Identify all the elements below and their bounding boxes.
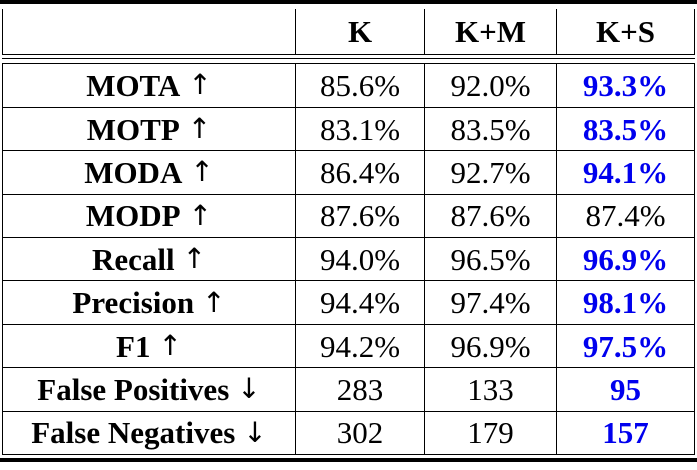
cell-r7-c2: 95: [556, 368, 694, 411]
metric-name: F1: [116, 328, 151, 364]
up-arrow-icon: ↑: [188, 68, 212, 102]
cell-r4-c1: 96.5%: [424, 238, 556, 281]
cell-r4-c0: 94.0%: [295, 238, 424, 281]
table-row-recall: Recall ↑ 94.0% 96.5% 96.9%: [3, 237, 694, 281]
up-arrow-icon: ↑: [190, 155, 214, 189]
cell-r0-c2: 93.3%: [556, 63, 694, 107]
table-row-f1: F1 ↑ 94.2% 96.9% 97.5%: [3, 323, 694, 368]
cell-r2-c0: 86.4%: [295, 151, 424, 194]
table-row-false-negatives: False Negatives ↓ 302 179 157: [3, 410, 694, 455]
table-header: K K+M K+S: [2, 9, 695, 55]
cell-r0-c1: 92.0%: [424, 63, 556, 107]
cell-r5-c0: 94.4%: [295, 281, 424, 324]
header-cell-blank: [3, 9, 295, 54]
header-row: K K+M K+S: [3, 9, 694, 55]
table-top-rule: [0, 0, 697, 4]
up-arrow-icon: ↑: [182, 242, 207, 276]
metric-name: MODP: [85, 198, 181, 234]
cell-r6-c0: 94.2%: [295, 324, 424, 368]
table-row-mota: MOTA ↑ 85.6% 92.0% 93.3%: [3, 63, 694, 107]
cell-r2-c2: 94.1%: [556, 151, 694, 194]
table-bottom-rule: [0, 457, 697, 462]
cell-r5-c2: 98.1%: [556, 281, 694, 324]
cell-r8-c0: 302: [295, 411, 424, 455]
row-label-recall: Recall ↑: [3, 238, 295, 280]
table-row-motp: MOTP ↑ 83.1% 83.5% 83.5%: [3, 106, 694, 151]
cell-r7-c1: 133: [424, 368, 556, 411]
cell-r7-c0: 283: [295, 368, 424, 411]
down-arrow-icon: ↓: [237, 372, 261, 406]
cell-r3-c1: 87.6%: [424, 194, 556, 238]
row-label-moda: MODA ↑: [3, 151, 295, 193]
up-arrow-icon: ↑: [188, 198, 213, 232]
table-row-false-positives: False Positives ↓ 283 133 95: [3, 367, 694, 411]
row-label-modp: MODP ↑: [3, 195, 295, 237]
metric-name: MODA: [84, 154, 183, 190]
table-row-precision: Precision ↑ 94.4% 97.4% 98.1%: [3, 280, 694, 324]
row-label-motp: MOTP ↑: [3, 108, 295, 150]
table-row-modp: MODP ↑ 87.6% 87.6% 87.4%: [3, 193, 694, 238]
cell-r0-c0: 85.6%: [295, 63, 424, 107]
cell-r6-c1: 96.9%: [424, 324, 556, 368]
row-label-false-positives: False Positives ↓: [3, 368, 295, 410]
metric-name: False Negatives: [31, 415, 236, 451]
cell-r1-c0: 83.1%: [295, 107, 424, 151]
header-double-rule: [2, 58, 695, 64]
metric-name: Recall: [91, 241, 175, 277]
table-body: MOTA ↑ 85.6% 92.0% 93.3% MOTP ↑ 83.1% 83…: [2, 63, 695, 456]
cell-r8-c2: 157: [556, 411, 694, 455]
cell-r3-c2: 87.4%: [556, 194, 694, 238]
row-label-false-negatives: False Negatives ↓: [3, 412, 295, 454]
header-cell-k-s: K+S: [556, 9, 694, 54]
cell-r3-c0: 87.6%: [295, 194, 424, 238]
metric-name: MOTA: [86, 67, 181, 103]
up-arrow-icon: ↑: [202, 285, 226, 319]
down-arrow-icon: ↓: [243, 415, 267, 449]
row-label-f1: F1 ↑: [3, 325, 295, 367]
cell-r6-c2: 97.5%: [556, 324, 694, 368]
up-arrow-icon: ↑: [187, 112, 212, 146]
cell-r8-c1: 179: [424, 411, 556, 455]
row-label-precision: Precision ↑: [3, 281, 295, 323]
header-cell-k-m: K+M: [424, 9, 556, 54]
up-arrow-icon: ↑: [158, 329, 182, 363]
row-label-mota: MOTA ↑: [3, 64, 295, 107]
metric-name: False Positives: [37, 371, 230, 407]
metric-name: Precision: [72, 285, 195, 321]
cell-r4-c2: 96.9%: [556, 238, 694, 281]
header-cell-k: K: [295, 9, 424, 54]
cell-r1-c1: 83.5%: [424, 107, 556, 151]
table-row-moda: MODA ↑ 86.4% 92.7% 94.1%: [3, 150, 694, 194]
cell-r1-c2: 83.5%: [556, 107, 694, 151]
cell-r2-c1: 92.7%: [424, 151, 556, 194]
cell-r5-c1: 97.4%: [424, 281, 556, 324]
metric-name: MOTP: [86, 111, 180, 147]
